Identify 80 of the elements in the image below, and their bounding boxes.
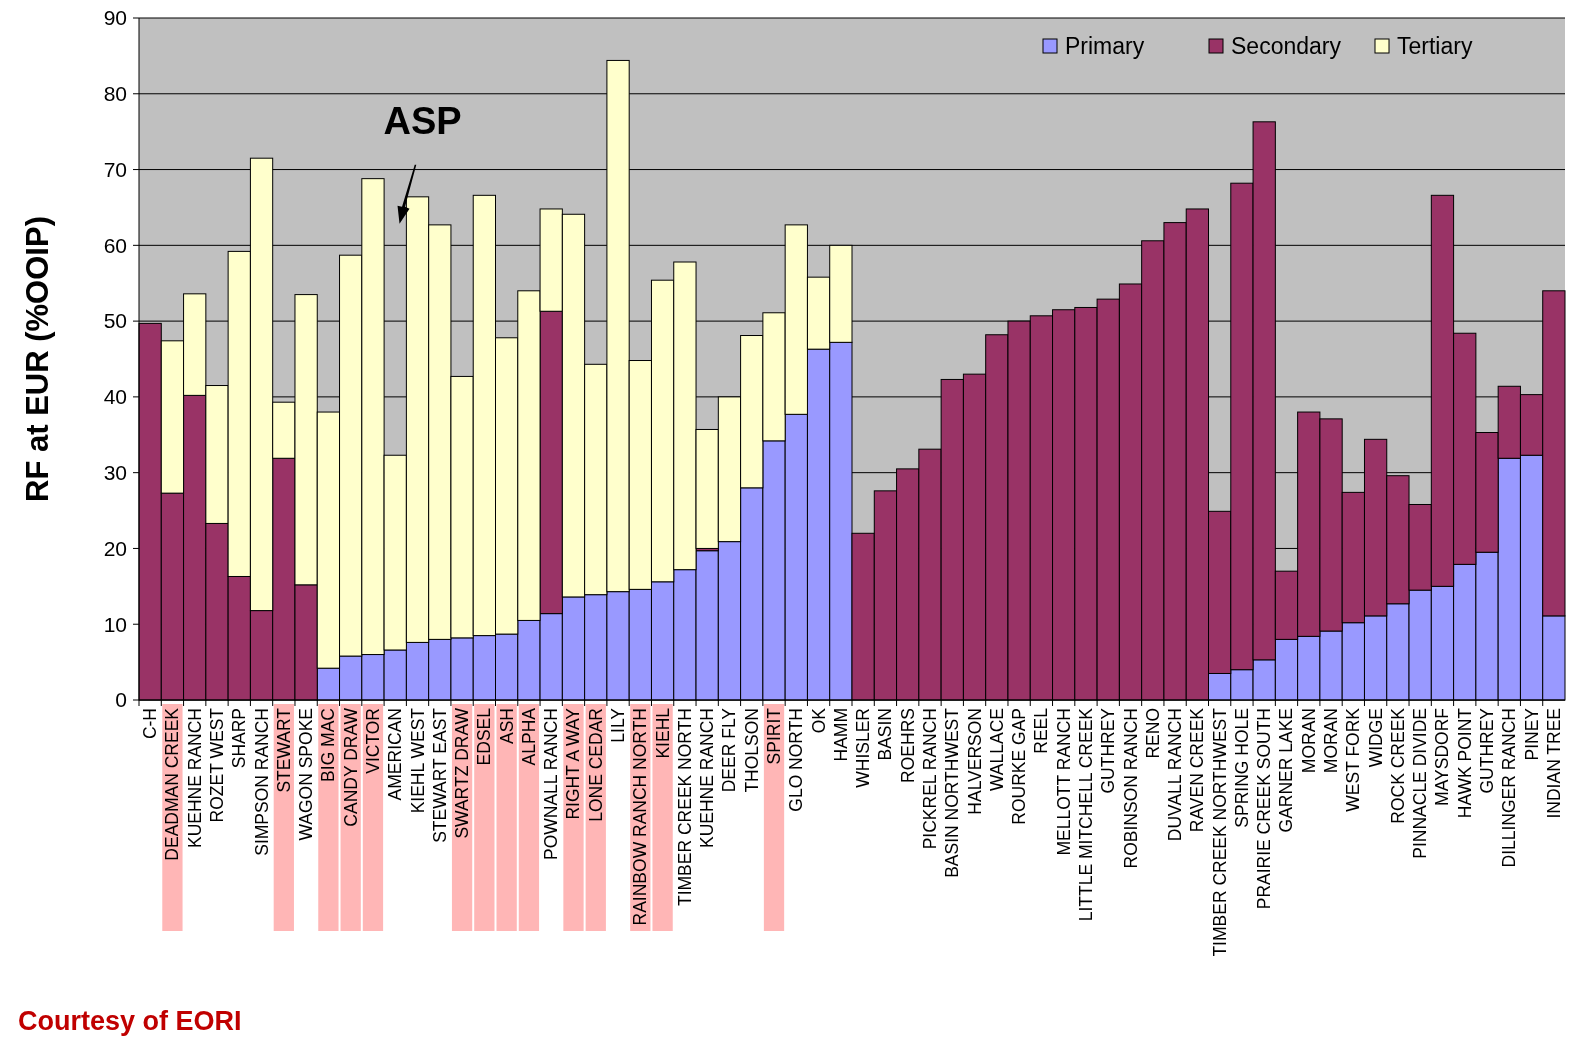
x-tick-label: ROEHRS xyxy=(897,708,918,783)
x-tick-label: RENO xyxy=(1142,708,1163,759)
x-tick-label: WEST FORK xyxy=(1343,707,1364,812)
x-tick-label: BIG MAC xyxy=(318,708,339,782)
y-tick-label: 10 xyxy=(103,612,127,636)
x-tick-label: BASIN NORTHWEST xyxy=(942,707,963,878)
x-tick-label: OK xyxy=(808,707,829,734)
y-tick-label: 20 xyxy=(103,536,127,560)
x-tick-label: MELLOTT RANCH xyxy=(1053,708,1074,856)
x-tick-label: KUEHNE RANCH xyxy=(697,708,718,849)
x-tick-label: ROCK CREEK xyxy=(1387,707,1408,824)
text: Courtesy of EORI xyxy=(18,1006,242,1036)
x-tick-label: VICTOR xyxy=(362,708,383,774)
x-tick-label: TIMBER CREEK NORTH xyxy=(674,708,695,907)
x-tick-label: MORAN xyxy=(1298,708,1319,774)
y-axis-title: RF at EUR (%OOIP) xyxy=(20,216,55,502)
y-tick-label: 0 xyxy=(115,688,127,712)
x-tick-label: RAVEN CREEK xyxy=(1187,707,1208,833)
x-tick-label: HAWK POINT xyxy=(1454,707,1475,819)
x-tick-label: ROZET WEST xyxy=(206,707,227,823)
x-tick-label: TIMBER CREEK NORTHWEST xyxy=(1209,707,1230,957)
x-tick-label: EDSEL xyxy=(474,707,495,766)
x-tick-label: PINEY xyxy=(1521,707,1542,761)
y-tick-label: 50 xyxy=(103,309,127,333)
x-tick-label: LITTLE MITCHELL CREEK xyxy=(1075,707,1096,922)
x-tick-label: HALVERSON xyxy=(964,708,985,815)
x-tick-label: CANDY DRAW xyxy=(340,707,361,827)
x-tick-label: INDIAN TREE xyxy=(1543,708,1564,819)
x-tick-label: WHISLER xyxy=(853,708,874,788)
y-tick-label: 90 xyxy=(103,6,127,30)
x-tick-label: WIDGE xyxy=(1365,708,1386,768)
x-tick-label: MAYSDORF xyxy=(1432,708,1453,806)
x-tick-label: THOLSON xyxy=(741,708,762,793)
x-tick-label: BASIN xyxy=(875,708,896,761)
x-tick-label: GLO NORTH xyxy=(786,708,807,812)
x-tick-label: PICKREL RANCH xyxy=(919,708,940,850)
legend-label: Tertiary xyxy=(1397,33,1473,60)
x-tick-label: LILY xyxy=(608,707,629,743)
y-tick-label: 30 xyxy=(103,461,127,485)
y-tick-label: 80 xyxy=(103,82,127,106)
x-tick-label: KIEHL xyxy=(652,707,673,759)
x-tick-label: C-H xyxy=(140,708,161,740)
x-tick-label: WALLACE xyxy=(986,708,1007,791)
x-tick-label: LONE CEDAR xyxy=(585,708,606,822)
x-tick-label: STEWART xyxy=(273,707,294,793)
x-tick-label: MORAN xyxy=(1321,708,1342,774)
x-tick-label: ROURKE GAP xyxy=(1009,708,1030,825)
x-tick-label: REEL xyxy=(1031,707,1052,754)
x-tick-label: SPIRIT xyxy=(764,707,785,765)
x-tick-label: RIGHT A WAY xyxy=(563,707,584,820)
x-tick-label: AMERICAN xyxy=(385,708,406,801)
x-tick-label: DEER FLY xyxy=(719,707,740,793)
x-tick-label: POWNALL RANCH xyxy=(541,708,562,861)
x-tick-label: HAMM xyxy=(830,708,851,762)
x-tick-label: PRAIRIE CREEK SOUTH xyxy=(1254,708,1275,910)
x-tick-label: DUVALL RANCH xyxy=(1165,708,1186,842)
x-tick-label: KIEHL WEST xyxy=(407,707,428,814)
x-tick-label: PINNACLE DIVIDE xyxy=(1410,708,1431,859)
x-tick-label: SPRING HOLE xyxy=(1231,708,1252,828)
x-tick-label: DILLINGER RANCH xyxy=(1499,708,1520,868)
legend-label: Secondary xyxy=(1231,33,1342,60)
x-tick-label: KUEHNE RANCH xyxy=(184,708,205,849)
x-tick-label: GUTHREY xyxy=(1098,707,1119,794)
x-tick-label: SIMPSON RANCH xyxy=(251,708,272,856)
x-tick-label: RAINBOW RANCH NORTH xyxy=(630,708,651,926)
x-tick-label: ROBINSON RANCH xyxy=(1120,708,1141,869)
x-tick-label: GARNER LAKE xyxy=(1276,708,1297,833)
x-tick-label: ALPHA xyxy=(518,707,539,766)
x-tick-label: ASH xyxy=(496,708,517,744)
x-tick-label: SWARTZ DRAW xyxy=(452,707,473,839)
y-tick-label: 60 xyxy=(103,233,127,257)
y-tick-label: 70 xyxy=(103,157,127,181)
x-tick-label: SHARP xyxy=(229,708,250,769)
legend-label: Primary xyxy=(1065,33,1145,60)
x-tick-label: GUTHREY xyxy=(1477,707,1498,794)
x-tick-label: STEWART EAST xyxy=(429,707,450,843)
y-tick-label: 40 xyxy=(103,385,127,409)
annotation: ASP xyxy=(383,99,462,142)
x-tick-label: WAGON SPOKE xyxy=(296,708,317,841)
x-tick-label: DEADMAN CREEK xyxy=(162,707,183,861)
